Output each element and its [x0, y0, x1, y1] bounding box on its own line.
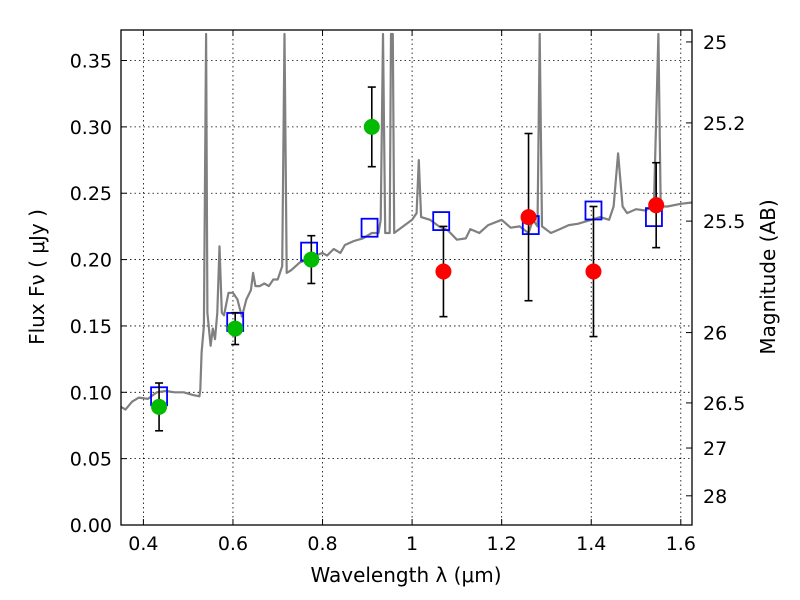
model-square-marker: [360, 217, 379, 238]
y-tick-label: 0.30: [70, 117, 112, 139]
photometry-point: [363, 118, 380, 135]
photometry-point: [435, 263, 452, 280]
right-tick-label: 25: [703, 32, 727, 54]
right-tick-label: 28: [703, 486, 727, 508]
photometry-point: [227, 320, 244, 337]
y-tick-label: 0.35: [70, 51, 112, 73]
y-axis-label: Flux Fν ( μJy ): [25, 209, 49, 345]
x-tick-label: 1.6: [666, 533, 696, 555]
x-tick-label: 0.8: [307, 533, 337, 555]
y-tick-label: 0.20: [70, 250, 112, 272]
x-tick-label: 1: [406, 533, 418, 555]
y-tick-label: 0.00: [70, 515, 112, 537]
model-spectrum-line: [120, 32, 693, 411]
photometry-point: [585, 263, 602, 280]
right-tick-label: 27: [703, 438, 727, 460]
photometry-point: [151, 398, 168, 415]
x-tick-label: 0.4: [128, 533, 158, 555]
x-tick-label: 0.6: [218, 533, 248, 555]
x-tick-label: 1.2: [487, 533, 517, 555]
photometry-point: [648, 197, 665, 214]
model-square-marker: [432, 211, 451, 231]
right-axis-label: Magnitude (AB): [756, 199, 780, 354]
x-axis-label: Wavelength λ (μm): [310, 563, 501, 587]
axes-frame: [120, 29, 693, 526]
right-tick-label: 26.5: [703, 393, 745, 415]
right-tick-label: 26: [703, 323, 727, 345]
y-tick-label: 0.10: [70, 382, 112, 404]
ticks: 0.4 0.6 0.8 1 1.2 1.4 1.6 0.00 0.05 0.10 0.15 0.20 0…: [70, 30, 745, 555]
photometry-point: [520, 209, 537, 226]
y-tick-label: 0.25: [70, 183, 112, 205]
plot-area: [120, 32, 693, 432]
x-tick-label: 1.4: [576, 533, 606, 555]
y-tick-label: 0.15: [70, 316, 112, 338]
right-tick-label: 25.5: [703, 211, 745, 233]
photometry-point: [303, 251, 320, 268]
y-tick-label: 0.05: [70, 449, 112, 471]
right-tick-label: 25.2: [703, 113, 745, 135]
